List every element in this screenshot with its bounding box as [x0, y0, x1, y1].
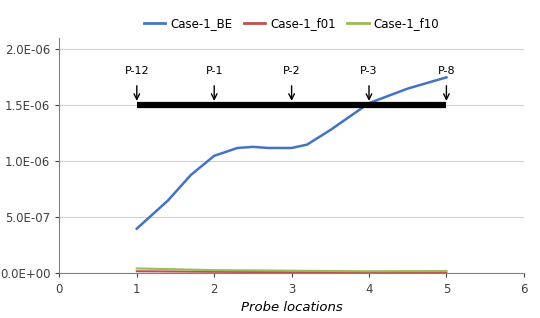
Case-1_BE [165, 199, 171, 203]
Case-1_BE [443, 75, 450, 79]
Case-1_f10 [366, 269, 372, 273]
Case-1_f10 [133, 266, 140, 270]
Case-1_BE [211, 154, 218, 158]
Text: P-1: P-1 [205, 66, 223, 76]
Case-1_f01 [288, 270, 295, 274]
Line: Case-1_f01: Case-1_f01 [137, 271, 447, 273]
Case-1_f01 [443, 271, 450, 274]
Case-1_BE [404, 87, 411, 91]
Case-1_f10 [211, 268, 218, 272]
Text: P-12: P-12 [125, 66, 149, 76]
Case-1_BE [133, 227, 140, 231]
Text: P-3: P-3 [360, 66, 378, 76]
Case-1_BE [288, 146, 295, 150]
Case-1_f01 [366, 270, 372, 274]
Text: P-8: P-8 [437, 66, 455, 76]
Case-1_BE [265, 146, 272, 150]
Case-1_f10 [288, 269, 295, 273]
Legend: Case-1_BE, Case-1_f01, Case-1_f10: Case-1_BE, Case-1_f01, Case-1_f10 [144, 17, 439, 30]
Case-1_BE [304, 143, 310, 147]
Case-1_BE [188, 173, 194, 177]
Case-1_f01 [133, 269, 140, 273]
Line: Case-1_f10: Case-1_f10 [137, 268, 447, 271]
X-axis label: Probe locations: Probe locations [241, 301, 342, 314]
Case-1_BE [327, 128, 334, 132]
Case-1_BE [234, 146, 241, 150]
Case-1_BE [249, 145, 256, 149]
Text: P-2: P-2 [283, 66, 300, 76]
Case-1_f01 [211, 270, 218, 274]
Case-1_f10 [443, 269, 450, 273]
Line: Case-1_BE: Case-1_BE [137, 77, 447, 229]
Case-1_BE [366, 101, 372, 105]
